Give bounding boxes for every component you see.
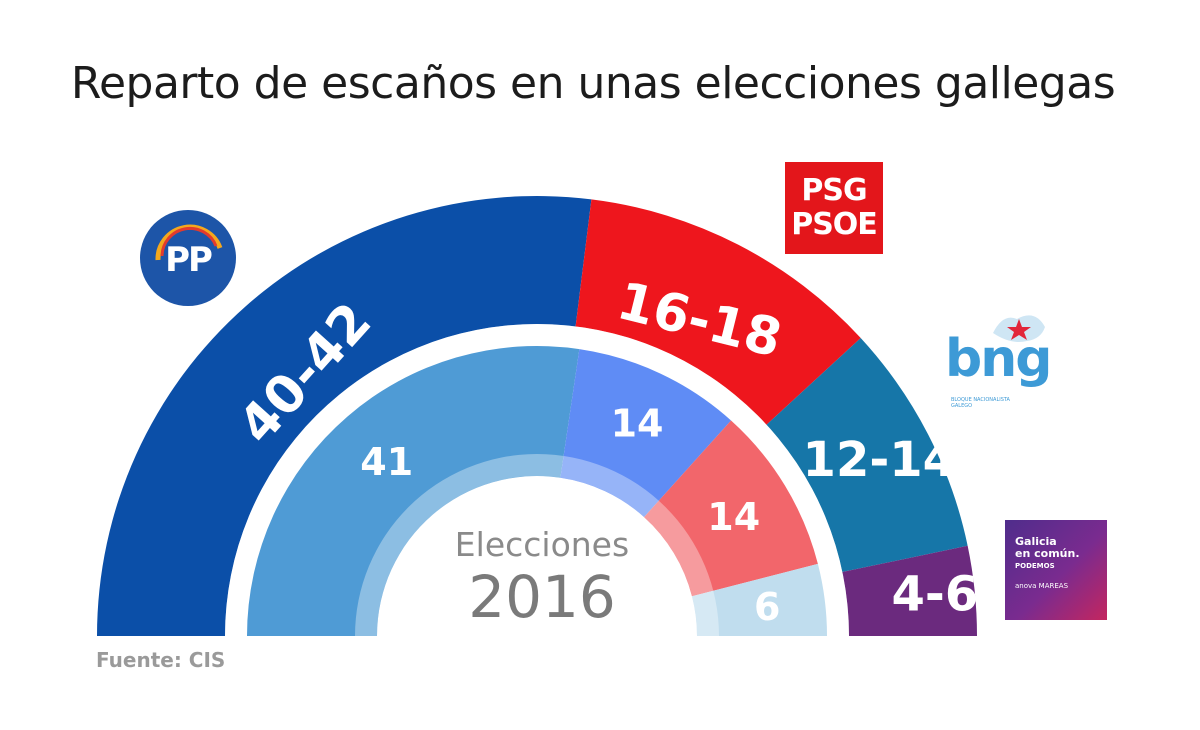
galicia-logo-line1: Galicia xyxy=(1015,535,1057,548)
outer-segment-psdeg-psoe xyxy=(570,199,861,452)
inner-segment-en-marea xyxy=(560,349,732,518)
outer-label-bng: 12-14 xyxy=(803,432,957,488)
center-label: Elecciones xyxy=(455,525,629,564)
inner-label-bng: 6 xyxy=(754,585,780,629)
pp-logo-text: PP xyxy=(165,240,213,280)
pp-arc-icon xyxy=(155,224,223,261)
inner-segment-pp xyxy=(247,346,580,636)
inner-segment-bng xyxy=(691,563,827,636)
psoe-logo-line1: PSG xyxy=(801,173,867,208)
psoe-logo-line2: PSOE xyxy=(791,207,878,242)
outer-label-galicia-en-com-n: 4-6 xyxy=(892,567,979,623)
bng-logo: bng BLOQUE NACIONALISTA GALEGO xyxy=(945,305,1055,425)
pp-logo: PP xyxy=(140,210,236,306)
galicia-logo-line3: PODEMOS xyxy=(1015,562,1055,570)
galicia-logo-line2: en común. xyxy=(1015,547,1080,560)
chart-title: Reparto de escaños en unas elecciones ga… xyxy=(70,58,1116,109)
inner-ring xyxy=(247,346,827,636)
source-label: Fuente: CIS xyxy=(96,648,226,672)
inner-label-pp: 41 xyxy=(360,440,413,484)
psoe-logo: PSG PSOE xyxy=(785,162,883,254)
bng-logo-text: bng xyxy=(945,329,1052,389)
center-year: 2016 xyxy=(468,563,616,631)
inner-segment-psdeg-psoe xyxy=(644,420,818,597)
inner-label-en-marea: 14 xyxy=(611,401,664,445)
bng-star-icon xyxy=(993,315,1045,342)
bng-logo-subtitle: BLOQUE NACIONALISTA GALEGO xyxy=(951,397,1010,409)
inner-ring-highlight xyxy=(355,454,719,636)
inner-label-psdeg-psoe: 14 xyxy=(707,495,760,539)
galicia-en-comun-logo: Galicia en común. PODEMOS anova MAREAS xyxy=(1005,520,1107,620)
galicia-logo-line4: anova MAREAS xyxy=(1015,582,1069,590)
